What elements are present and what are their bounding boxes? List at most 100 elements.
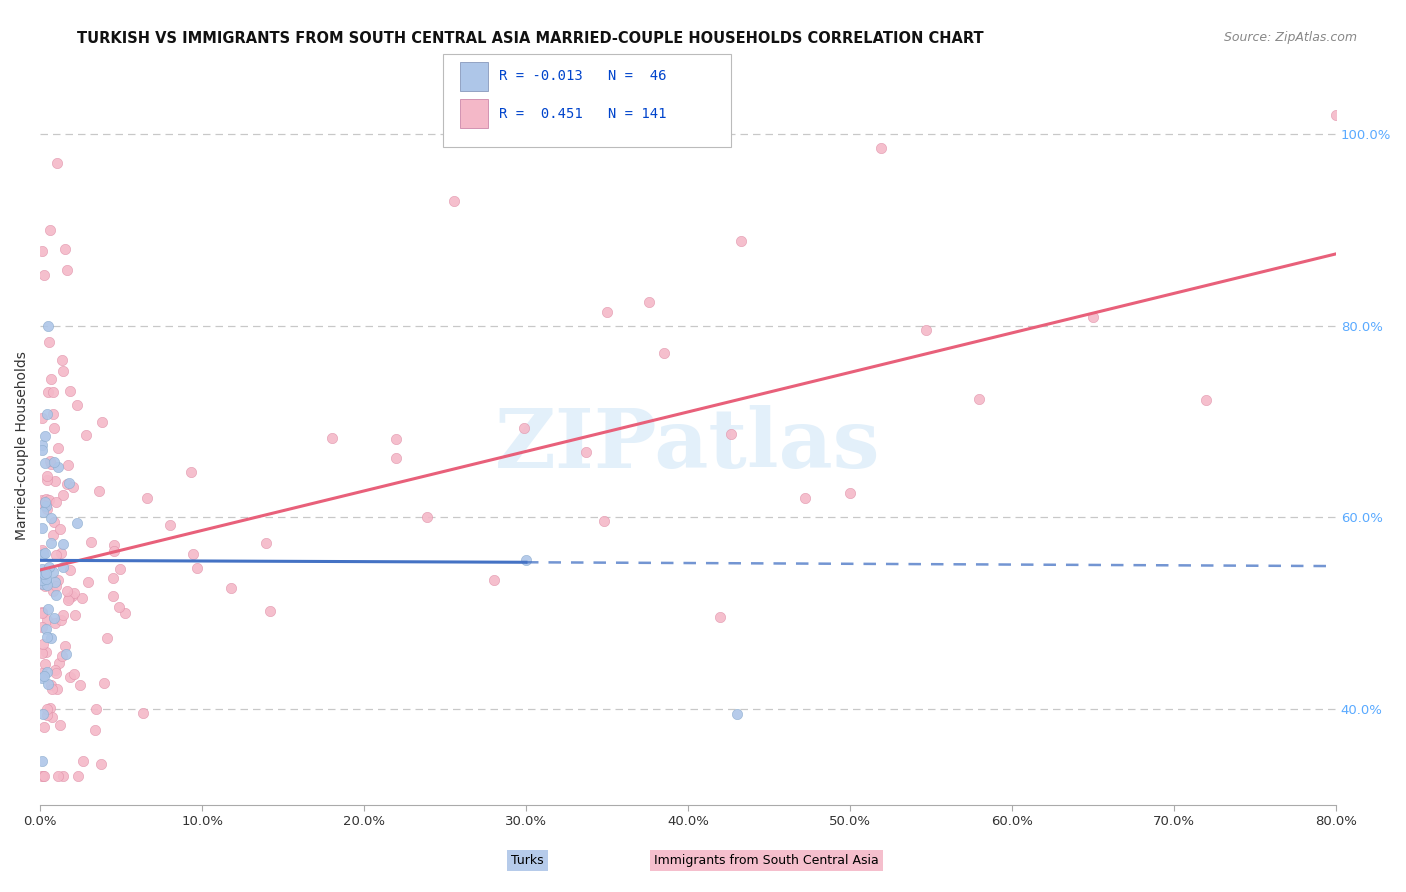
- Point: [35, 499, 58, 513]
- Point: [38, 700, 60, 714]
- Point: [52, 559, 75, 574]
- Point: [31, 769, 53, 783]
- Point: [44, 663, 66, 677]
- Point: [31, 605, 53, 619]
- Point: [59, 563, 82, 577]
- Point: [38, 492, 60, 507]
- Point: [1195, 392, 1218, 407]
- Point: [52, 364, 75, 378]
- Y-axis label: Married-couple Households: Married-couple Households: [15, 351, 30, 540]
- Text: Source: ZipAtlas.com: Source: ZipAtlas.com: [1223, 31, 1357, 45]
- Point: [35, 665, 58, 679]
- Point: [101, 589, 124, 603]
- Point: [709, 610, 731, 624]
- Point: [592, 514, 614, 528]
- Point: [93, 676, 115, 690]
- Point: [48, 573, 70, 587]
- Point: [385, 432, 408, 446]
- Point: [652, 346, 675, 360]
- Point: [159, 518, 181, 533]
- Point: [49, 717, 72, 731]
- Point: [415, 509, 437, 524]
- Point: [45, 665, 67, 680]
- Point: [39, 510, 62, 524]
- Point: [254, 535, 277, 549]
- Point: [39, 372, 62, 386]
- Point: [31, 410, 53, 425]
- Point: [59, 670, 82, 684]
- Point: [45, 495, 67, 509]
- Point: [96, 631, 118, 645]
- Point: [31, 620, 53, 634]
- Point: [513, 421, 536, 435]
- Point: [52, 487, 75, 501]
- Point: [41, 528, 63, 542]
- Point: [870, 141, 893, 155]
- Point: [35, 630, 58, 644]
- Point: [181, 548, 204, 562]
- Point: [39, 631, 62, 645]
- Point: [31, 244, 53, 258]
- Point: [31, 442, 53, 457]
- Point: [75, 427, 97, 442]
- Point: [385, 451, 408, 466]
- Point: [37, 602, 59, 616]
- Point: [101, 571, 124, 585]
- Point: [66, 769, 89, 783]
- Point: [53, 639, 76, 653]
- Point: [45, 548, 67, 562]
- Point: [1324, 108, 1347, 122]
- Point: [31, 438, 53, 452]
- Point: [574, 445, 596, 459]
- Point: [32, 769, 55, 783]
- Point: [34, 456, 56, 470]
- Point: [55, 584, 77, 599]
- Point: [46, 459, 69, 474]
- Point: [42, 421, 65, 435]
- Text: R = -0.013   N =  46: R = -0.013 N = 46: [499, 70, 666, 84]
- Point: [80, 534, 103, 549]
- Point: [31, 569, 53, 583]
- Point: [34, 657, 56, 671]
- Point: [46, 441, 69, 455]
- Point: [52, 769, 75, 783]
- Point: [31, 492, 53, 507]
- Point: [32, 720, 55, 734]
- Point: [62, 585, 84, 599]
- Point: [34, 669, 56, 683]
- Point: [34, 498, 56, 512]
- Point: [259, 603, 281, 617]
- Point: [63, 608, 86, 623]
- Point: [35, 407, 58, 421]
- Point: [35, 644, 58, 658]
- Point: [52, 607, 75, 622]
- Point: [41, 710, 63, 724]
- Point: [39, 678, 62, 692]
- Point: [35, 574, 58, 588]
- Point: [42, 611, 65, 625]
- Point: [52, 537, 75, 551]
- Point: [56, 476, 79, 491]
- Point: [62, 479, 84, 493]
- Point: [37, 318, 59, 333]
- Point: [44, 455, 66, 469]
- Point: [55, 647, 77, 661]
- Text: TURKISH VS IMMIGRANTS FROM SOUTH CENTRAL ASIA MARRIED-COUPLE HOUSEHOLDS CORRELAT: TURKISH VS IMMIGRANTS FROM SOUTH CENTRAL…: [77, 31, 984, 46]
- Point: [110, 562, 132, 576]
- Point: [32, 547, 55, 561]
- Point: [91, 415, 114, 429]
- Point: [48, 656, 70, 670]
- Point: [35, 572, 58, 586]
- Point: [37, 707, 59, 722]
- Point: [132, 706, 155, 720]
- Point: [72, 755, 94, 769]
- Point: [46, 769, 69, 783]
- Point: [35, 491, 58, 506]
- Point: [32, 566, 55, 581]
- Point: [32, 544, 55, 558]
- Point: [35, 701, 58, 715]
- Point: [66, 516, 89, 531]
- Point: [31, 562, 53, 576]
- Point: [482, 574, 505, 588]
- Point: [39, 453, 62, 467]
